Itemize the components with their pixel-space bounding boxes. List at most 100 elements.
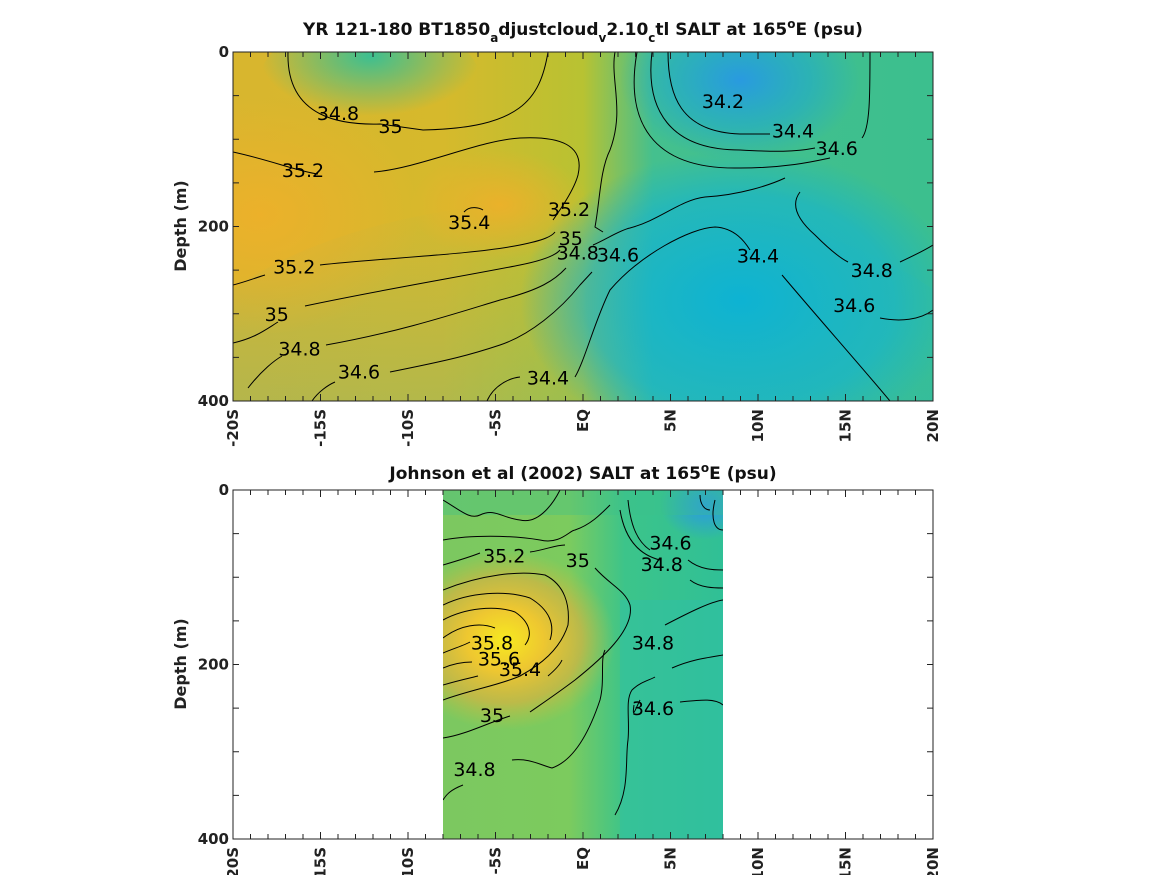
contour-line — [443, 624, 496, 639]
contour-line — [632, 699, 723, 714]
contour-label: 34.6 — [649, 532, 691, 554]
contour-label: 34.4 — [737, 245, 779, 267]
contour-line — [486, 226, 751, 401]
x-tick-label: 15N — [837, 847, 855, 875]
chart-title-1: YR 121-180 BT1850adjustcloudv2.10ctl SAL… — [302, 17, 863, 45]
x-tick-label: 10N — [749, 847, 767, 875]
contour-label: 34.6 — [632, 698, 674, 720]
x-tick-label: EQ — [574, 847, 592, 870]
contour-line — [443, 641, 471, 654]
contour-line — [233, 231, 556, 286]
contour-lines-1 — [233, 52, 933, 401]
contour-label: 34.6 — [597, 244, 639, 266]
contour-line — [443, 607, 530, 646]
contour-label: 35.4 — [499, 659, 541, 681]
y-tick-label: 0 — [219, 481, 229, 499]
contour-line — [233, 249, 561, 344]
contour-label: 34.4 — [527, 367, 569, 389]
contour-label: 34.6 — [338, 361, 380, 383]
contour-lines-2 — [443, 490, 723, 816]
contour-line — [233, 137, 580, 221]
contour-line — [712, 499, 723, 531]
axis-ticks-2: -20S -15S -10S -5S EQ 5N 10N 15N 20N 0 200 400 — [198, 481, 942, 875]
contour-line — [633, 52, 871, 169]
contour-line — [247, 267, 567, 389]
contour-line — [443, 504, 611, 542]
contour-label: 35.6 — [478, 648, 520, 670]
contour-label: 35.2 — [273, 257, 315, 279]
salinity-field-1 — [233, 52, 933, 401]
y-tick-label: 200 — [198, 656, 229, 674]
x-tick-label: 20N — [924, 409, 942, 442]
x-tick-label: -15S — [312, 409, 330, 447]
x-tick-label: 20N — [924, 847, 942, 875]
contour-line — [795, 191, 933, 263]
contour-line — [443, 592, 553, 641]
contour-line — [592, 177, 786, 246]
chart-panel-2: Johnson et al (2002) SALT at 165oE (psu)… — [171, 461, 942, 875]
x-tick-label: -5S — [487, 409, 505, 436]
y-tick-label: 400 — [198, 830, 229, 848]
contour-label: 34.6 — [816, 138, 858, 160]
chart-panel-1: YR 121-180 BT1850adjustcloudv2.10ctl SAL… — [171, 17, 942, 447]
axis-ticks-1: -20S -15S -10S -5S EQ 5N 10N 15N 20N 0 200 400 — [198, 43, 942, 447]
contour-label: 35.4 — [448, 212, 490, 234]
contour-label: 34.8 — [453, 759, 495, 781]
contour-label: 34.2 — [702, 91, 744, 113]
contour-label: 35 — [480, 705, 504, 727]
x-tick-label: -20S — [224, 409, 242, 447]
x-tick-label: 5N — [662, 847, 680, 870]
y-tick-label: 400 — [198, 392, 229, 410]
contour-line — [650, 52, 816, 152]
contour-line — [443, 572, 569, 701]
contour-label: 35.8 — [471, 633, 513, 655]
contour-label: 34.8 — [278, 339, 320, 361]
contour-labels-1: 34.83535.235.435.23534.834.635.23534.834… — [265, 91, 893, 390]
x-tick-label: EQ — [574, 409, 592, 432]
contour-line — [594, 52, 618, 233]
x-tick-label: -10S — [399, 409, 417, 447]
contour-line — [667, 52, 770, 135]
contour-line — [311, 271, 593, 401]
salinity-field-2 — [443, 490, 723, 839]
x-tick-label: -5S — [487, 847, 505, 874]
contour-label: 35.2 — [548, 199, 590, 221]
contour-label: 35 — [559, 228, 583, 250]
contour-line — [443, 544, 631, 739]
contour-line — [463, 207, 484, 213]
contour-label: 35.2 — [483, 545, 525, 567]
contour-label: 34.6 — [833, 295, 875, 317]
x-tick-label: -10S — [399, 847, 417, 875]
contour-line — [287, 52, 549, 131]
x-tick-label: 10N — [749, 409, 767, 442]
x-tick-label: 15N — [837, 409, 855, 442]
contour-label: 35.2 — [282, 160, 324, 182]
contour-line — [443, 649, 606, 801]
contour-line — [879, 309, 933, 321]
y-tick-label: 0 — [219, 43, 229, 61]
y-axis-label-2: Depth (m) — [171, 618, 190, 710]
chart-title-2: Johnson et al (2002) SALT at 165oE (psu) — [388, 461, 776, 484]
contour-label: 34.8 — [317, 103, 359, 125]
contour-line — [699, 494, 711, 511]
contour-label: 34.8 — [557, 243, 599, 265]
contour-label: 35 — [378, 116, 402, 138]
contour-line — [443, 661, 473, 669]
contour-label: 35 — [566, 550, 590, 572]
contour-line — [664, 599, 723, 626]
contour-line — [781, 274, 891, 401]
contour-line — [443, 490, 561, 522]
contour-line — [614, 654, 723, 816]
contour-label: 34.8 — [641, 554, 683, 576]
y-tick-label: 200 — [198, 218, 229, 236]
contour-line — [627, 499, 723, 571]
contour-line — [443, 659, 563, 686]
y-axis-label-1: Depth (m) — [171, 180, 190, 272]
contour-label: 35 — [265, 304, 289, 326]
contour-label: 34.8 — [632, 633, 674, 655]
x-tick-label: -20S — [224, 847, 242, 875]
contour-line — [619, 509, 723, 589]
x-tick-label: -15S — [312, 847, 330, 875]
